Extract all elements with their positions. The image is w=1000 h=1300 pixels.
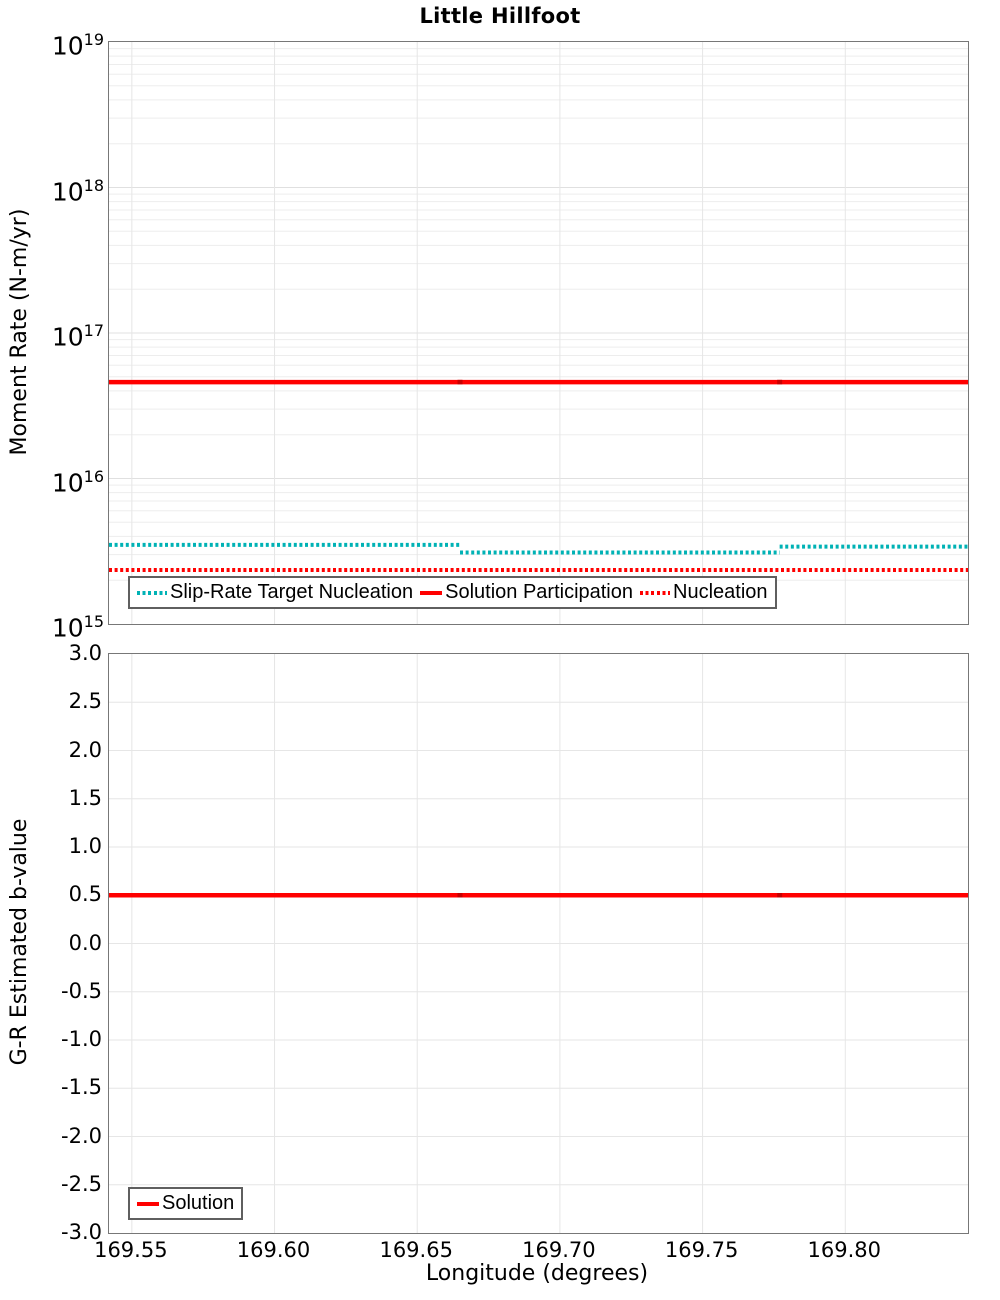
b-value-legend: Solution xyxy=(128,1187,244,1220)
slip-rate-target-nucleation-swatch-icon xyxy=(137,590,167,595)
y-tick-label--1.5: -1.5 xyxy=(61,1075,102,1100)
moment-rate-plot-svg xyxy=(109,42,968,624)
y-tick-exponent: 18 xyxy=(83,175,104,195)
legend-label-slip-rate-target-nucleation: Slip-Rate Target Nucleation xyxy=(170,581,414,603)
legend-item-solution-participation: Solution Participation xyxy=(420,581,633,604)
segment-join-mark xyxy=(777,893,783,898)
legend-label-nucleation: Nucleation xyxy=(673,581,768,603)
x-tick-label-169.60: 169.60 xyxy=(236,1238,311,1262)
moment-rate-plot xyxy=(108,41,969,625)
y-tick-label-1.5: 1.5 xyxy=(68,785,102,810)
y-tick-exponent: 19 xyxy=(83,30,104,49)
y-tick-label--1.0: -1.0 xyxy=(61,1027,102,1051)
legend-item-solution: Solution xyxy=(137,1192,234,1215)
x-tick-label-169.80: 169.80 xyxy=(807,1238,882,1262)
nucleation-swatch-icon xyxy=(640,590,670,595)
y-tick-label-10e16: 1016 xyxy=(51,466,104,497)
segment-join-mark xyxy=(457,379,463,385)
y-tick-label-0.5: 0.5 xyxy=(68,882,102,907)
x-axis-label-longitude: Longitude (degrees) xyxy=(425,1261,649,1286)
moment-rate-legend: Slip-Rate Target Nucleation Solution Par… xyxy=(128,576,777,609)
y-tick-exponent: 15 xyxy=(83,612,104,631)
y-tick-label-0.0: 0.0 xyxy=(68,930,102,955)
y-tick-label-10e18: 1018 xyxy=(51,175,104,206)
y-tick-label-3.0: 3.0 xyxy=(68,641,102,665)
legend-item-nucleation: Nucleation xyxy=(640,581,768,604)
x-tick-label-169.70: 169.70 xyxy=(522,1238,596,1262)
legend-label-solution-participation: Solution Participation xyxy=(445,581,633,603)
y-tick-label--2.5: -2.5 xyxy=(61,1171,102,1196)
y-tick-label--2.0: -2.0 xyxy=(61,1123,102,1148)
x-tick-label-169.55: 169.55 xyxy=(94,1238,168,1262)
solution-participation-swatch-icon xyxy=(420,590,443,595)
legend-item-slip-rate-target-nucleation: Slip-Rate Target Nucleation xyxy=(137,581,413,604)
y-tick-label-10e15: 1015 xyxy=(51,612,104,643)
b-value-plot-svg xyxy=(109,654,968,1233)
y-tick-label-10e19: 1019 xyxy=(51,30,104,61)
chart-title: Little Hillfoot xyxy=(419,4,581,28)
segment-join-mark xyxy=(457,893,463,898)
y-tick-label-1.0: 1.0 xyxy=(68,834,102,858)
segment-join-mark xyxy=(777,379,783,385)
solution-swatch-icon xyxy=(137,1201,159,1206)
y-tick-label-2.0: 2.0 xyxy=(68,737,102,762)
legend-label-solution: Solution xyxy=(162,1192,235,1214)
y-tick-label--3.0: -3.0 xyxy=(61,1220,102,1244)
y-tick-label--0.5: -0.5 xyxy=(61,978,102,1003)
y-tick-label-10e17: 1017 xyxy=(51,321,104,352)
b-value-plot xyxy=(108,653,969,1234)
y-tick-exponent: 16 xyxy=(83,466,104,486)
x-tick-label-169.65: 169.65 xyxy=(379,1238,453,1262)
x-tick-label-169.75: 169.75 xyxy=(664,1238,739,1262)
y-tick-label-2.5: 2.5 xyxy=(68,689,102,714)
y-tick-exponent: 17 xyxy=(83,321,104,340)
